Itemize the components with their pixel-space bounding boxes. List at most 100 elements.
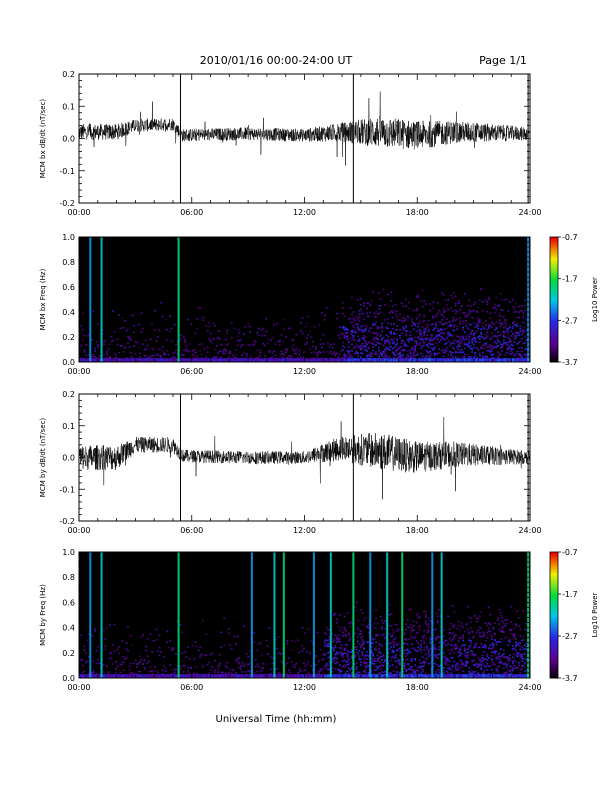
spectral-speckle	[98, 673, 101, 676]
spectral-speckle	[414, 354, 417, 357]
y-tick-label: 0.2	[62, 649, 75, 658]
spectral-speckle	[514, 337, 517, 339]
spectral-speckle	[424, 330, 427, 333]
spectral-speckle	[173, 356, 176, 359]
spectral-speckle	[325, 662, 328, 665]
spectral-speckle	[381, 339, 383, 341]
spectral-speckle	[354, 606, 356, 608]
spectral-speckle	[423, 634, 426, 637]
spectral-speckle	[423, 342, 426, 344]
spectral-speckle	[423, 664, 426, 667]
spectral-speckle	[384, 304, 386, 306]
spectral-speckle	[333, 614, 335, 617]
low-freq-band	[490, 674, 493, 678]
spectral-speckle	[235, 349, 238, 351]
spectral-speckle	[402, 305, 405, 308]
spectral-speckle	[196, 327, 199, 329]
spectral-speckle	[348, 632, 350, 635]
low-freq-band	[230, 674, 233, 678]
spectral-speckle	[80, 325, 83, 327]
low-freq-band	[244, 358, 247, 362]
spectral-speckle	[295, 352, 298, 355]
spectral-speckle	[244, 360, 247, 362]
low-freq-band	[173, 358, 176, 362]
spectral-speckle	[387, 339, 389, 341]
spectral-speckle	[522, 639, 525, 641]
spectral-speckle	[319, 649, 322, 651]
spectral-speckle	[337, 652, 340, 655]
spectral-speckle	[376, 326, 379, 329]
spectral-speckle	[284, 673, 287, 675]
low-freq-band	[436, 674, 439, 678]
spectral-speckle	[411, 666, 414, 668]
spectral-speckle	[397, 356, 400, 358]
spectral-speckle	[312, 341, 314, 343]
low-freq-band	[79, 674, 81, 678]
spectral-speckle	[522, 360, 525, 362]
spectral-speckle	[403, 343, 406, 345]
low-freq-band	[259, 674, 262, 678]
colorbar-swatch	[550, 339, 558, 342]
spectral-speckle	[418, 333, 421, 335]
spectral-speckle	[373, 626, 376, 629]
spectral-speckle	[487, 657, 490, 659]
spectral-speckle	[450, 334, 453, 336]
spectral-speckle	[124, 675, 126, 677]
spectral-speckle	[423, 332, 426, 334]
spectral-speckle	[453, 340, 456, 342]
spectral-speckle	[328, 667, 331, 670]
low-freq-band	[496, 358, 499, 362]
spectral-speckle	[236, 335, 239, 337]
spectral-speckle	[472, 346, 475, 349]
spectral-speckle	[271, 356, 274, 358]
spectral-speckle	[457, 655, 460, 658]
spectral-speckle	[411, 660, 414, 663]
spectral-speckle	[525, 358, 528, 361]
spectral-speckle	[514, 625, 517, 628]
spectral-speckle	[206, 351, 209, 354]
spectral-speckle	[501, 350, 504, 352]
low-freq-band	[340, 358, 343, 362]
spectral-speckle	[397, 347, 400, 350]
spectral-speckle	[298, 349, 301, 352]
low-freq-band	[378, 674, 380, 678]
spectral-speckle	[226, 332, 229, 335]
spectral-speckle	[182, 349, 185, 351]
spectral-speckle	[429, 638, 432, 641]
low-freq-band	[421, 358, 424, 362]
colorbar-swatch	[550, 636, 558, 639]
spectral-speckle	[520, 665, 523, 667]
spectral-speckle	[307, 661, 310, 663]
low-freq-band	[239, 674, 242, 678]
low-freq-band	[80, 674, 83, 678]
spectral-speckle	[226, 666, 229, 669]
spectral-speckle	[468, 667, 471, 669]
spectral-speckle	[266, 342, 269, 344]
spectral-speckle	[79, 667, 81, 670]
spectral-speckle	[290, 356, 293, 358]
spectral-speckle	[179, 624, 182, 626]
low-freq-band	[173, 674, 176, 678]
spectral-speckle	[433, 629, 436, 631]
spectral-speckle	[321, 659, 323, 661]
spectral-speckle	[477, 646, 480, 649]
low-freq-band	[310, 358, 313, 362]
spectral-speckle	[110, 340, 113, 343]
spectral-speckle	[232, 357, 235, 360]
spectral-speckle	[241, 664, 244, 666]
colorbar-swatch	[550, 322, 558, 325]
spectral-speckle	[420, 347, 423, 349]
spectral-speckle	[447, 667, 450, 670]
spectral-speckle	[230, 322, 233, 324]
low-freq-band	[456, 674, 459, 678]
spectral-speckle	[217, 330, 220, 332]
spectral-speckle	[493, 346, 496, 349]
spectral-speckle	[271, 662, 274, 665]
low-freq-band	[466, 358, 469, 362]
spectral-speckle	[394, 673, 397, 676]
spectral-speckle	[357, 636, 359, 638]
spectral-speckle	[214, 671, 217, 674]
spectral-speckle	[516, 343, 519, 345]
spectral-speckle	[394, 344, 397, 347]
spectral-speckle	[481, 336, 484, 339]
